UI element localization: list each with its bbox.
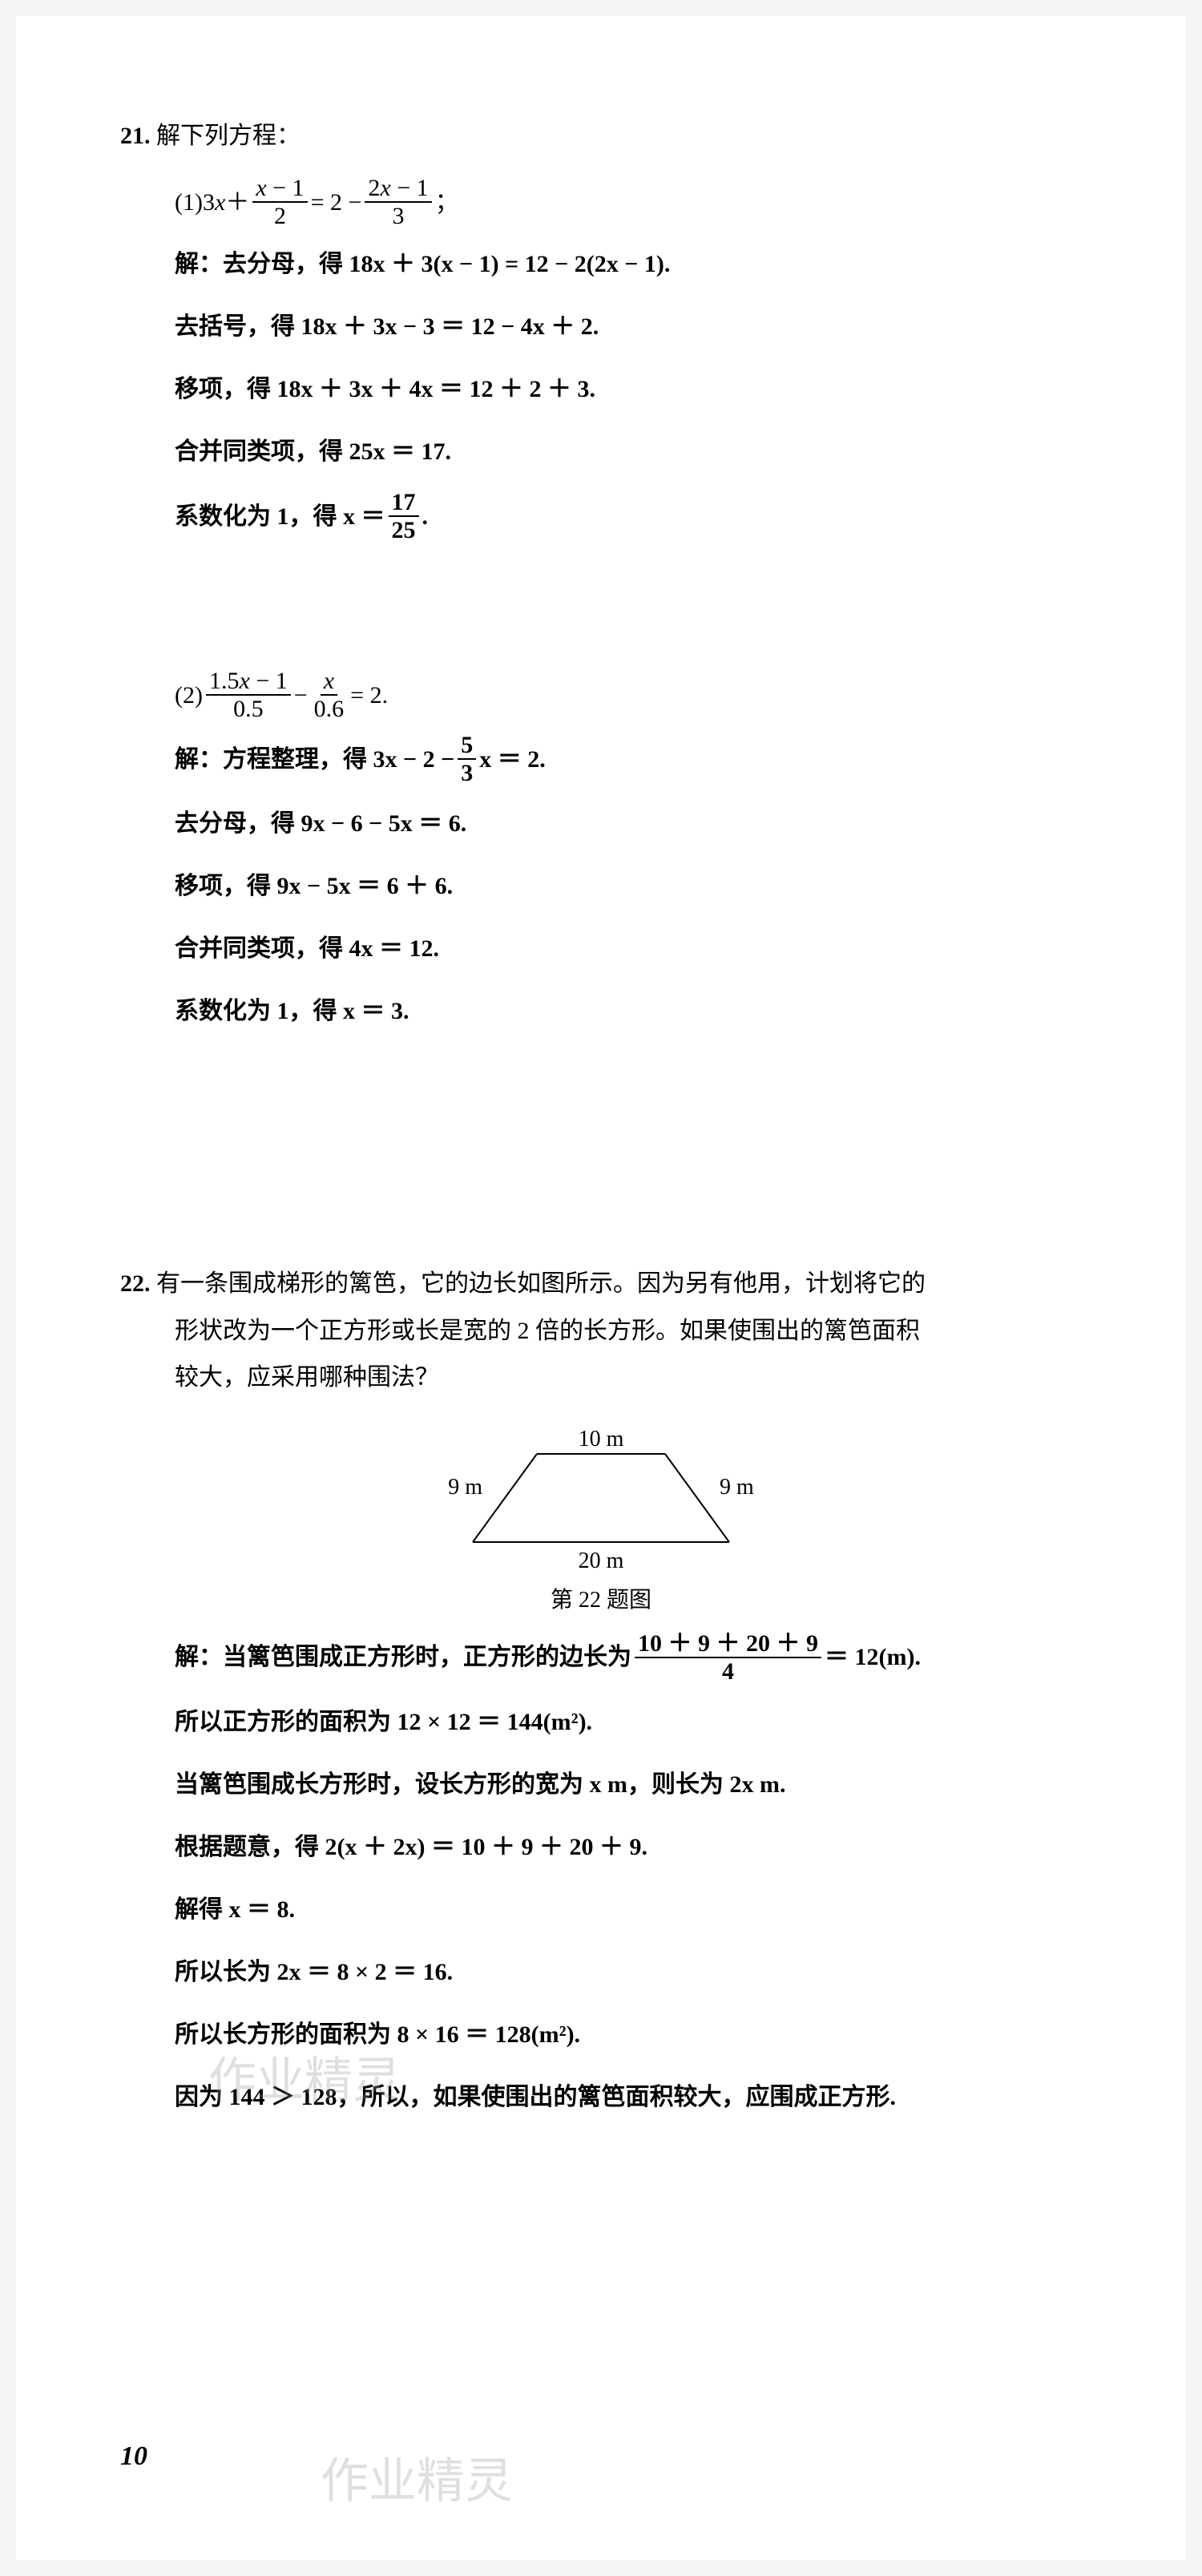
- sub1-frac2: 2x − 1 3: [365, 175, 431, 229]
- p22-sol1-suffix: ＝ 12(m).: [825, 1632, 921, 1682]
- p22-line1: 有一条围成梯形的篱笆，它的边长如图所示。因为另有他用，计划将它的: [156, 1270, 926, 1297]
- problem-22: 22. 有一条围成梯形的篱笆，它的边长如图所示。因为另有他用，计划将它的 形状改…: [120, 1261, 1082, 2122]
- sub2-frac1-den: 0.5: [230, 696, 267, 722]
- sub1-step-1: 去括号，得 18x ＋ 3x − 3 ＝ 12 − 4x ＋ 2.: [175, 301, 1082, 352]
- sub1-coef: 3: [203, 180, 215, 225]
- sub1-frac1-num: x − 1: [252, 175, 307, 203]
- trap-right-label: 9 m: [720, 1475, 754, 1500]
- trap-left-label: 9 m: [448, 1475, 482, 1500]
- sub1-final-suffix: .: [422, 491, 429, 542]
- problem-21-sub1-equation: (1) 3 x ＋ x − 1 2 = 2 − 2x − 1 3 ；: [175, 175, 1082, 229]
- sub1-frac2-num: 2x − 1: [365, 175, 431, 203]
- sub1-mid: = 2 −: [311, 180, 362, 225]
- p22-sol-3: 当篱笆围成长方形时，设长方形的宽为 x m，则长为 2x m.: [175, 1759, 1082, 1810]
- p22-line3: 较大，应采用哪种围法？: [120, 1355, 1082, 1402]
- sub2-frac2-den: 0.6: [311, 696, 348, 722]
- problem-21: 21. 解下列方程： (1) 3 x ＋ x − 1 2 = 2 − 2x − …: [120, 112, 1082, 1036]
- sub2-frac2: x 0.6: [311, 668, 348, 722]
- sub1-final: 系数化为 1，得 x ＝ 17 25 .: [175, 489, 1082, 543]
- sub2-step1: 解：方程整理，得 3x − 2 − 5 3 x ＝ 2.: [175, 732, 1082, 786]
- p22-sol-5: 解得 x ＝ 8.: [175, 1884, 1082, 1935]
- sub1-frac2-den: 3: [389, 203, 408, 229]
- problem-21-sub2-equation: (2) 1.5x − 1 0.5 − x 0.6 = 2.: [175, 668, 1082, 722]
- problem-21-header: 21. 解下列方程：: [120, 112, 1082, 160]
- problem-22-text: 22. 有一条围成梯形的篱笆，它的边长如图所示。因为另有他用，计划将它的: [120, 1261, 1082, 1308]
- trap-bottom-label: 20 m: [579, 1548, 624, 1573]
- sub1-final-den: 25: [389, 517, 419, 543]
- p22-sol1-prefix: 解：当篱笆围成正方形时，正方形的边长为: [175, 1632, 631, 1682]
- p22-sol1-num: 10 ＋ 9 ＋ 20 ＋ 9: [635, 1630, 821, 1658]
- sub1-step-3: 合并同类项，得 25x ＝ 17.: [175, 426, 1082, 477]
- sub2-step1-den: 3: [458, 760, 476, 786]
- sub2-step2: 去分母，得 9x − 6 − 5x ＝ 6.: [175, 798, 1082, 849]
- sub1-label: (1): [175, 180, 203, 225]
- sub2-step4: 合并同类项，得 4x ＝ 12.: [175, 923, 1082, 974]
- sub2-end: = 2.: [350, 672, 388, 718]
- p22-sol-2: 所以正方形的面积为 12 × 12 ＝ 144(m²).: [175, 1697, 1082, 1747]
- sub1-frac1: x − 1 2: [252, 175, 307, 229]
- sub2-frac2-num: x: [321, 668, 337, 696]
- page-number: 10: [120, 2441, 147, 2472]
- p22-sol-8: 因为 144 ＞ 128，所以，如果使围出的篱笆面积较大，应围成正方形.: [175, 2072, 1082, 2122]
- trapezoid-svg: 10 m 9 m 9 m 20 m: [425, 1422, 777, 1574]
- plus-sign: ＋: [225, 180, 249, 225]
- sub1-final-prefix: 系数化为 1，得 x ＝: [175, 491, 385, 542]
- sub2-frac1: 1.5x − 1 0.5: [206, 668, 291, 722]
- sub1-final-num: 17: [389, 489, 419, 517]
- sub2-step1-prefix: 解：方程整理，得 3x − 2 −: [175, 734, 454, 785]
- sub2-step1-num: 5: [458, 732, 476, 760]
- sub2-step3: 移项，得 9x − 5x ＝ 6 ＋ 6.: [175, 861, 1082, 911]
- p22-sol-4: 根据题意，得 2(x ＋ 2x) ＝ 10 ＋ 9 ＋ 20 ＋ 9.: [175, 1822, 1082, 1872]
- problem-21-title: 解下列方程：: [156, 123, 300, 149]
- sub2-frac1-num: 1.5x − 1: [206, 668, 291, 696]
- p22-line2: 形状改为一个正方形或长是宽的 2 倍的长方形。如果使围出的篱笆面积: [120, 1308, 1082, 1355]
- sub2-mid: −: [294, 672, 308, 718]
- trap-top-label: 10 m: [579, 1427, 624, 1452]
- figure-caption: 第 22 题图: [551, 1582, 651, 1614]
- p22-sol1-frac: 10 ＋ 9 ＋ 20 ＋ 9 4: [635, 1630, 821, 1685]
- sub1-final-frac: 17 25: [389, 489, 419, 543]
- problem-22-number: 22.: [120, 1270, 151, 1297]
- var-x: x: [215, 180, 225, 225]
- trap-left-edge: [473, 1454, 537, 1542]
- sub1-end: ；: [435, 180, 459, 225]
- sub1-frac1-den: 2: [271, 203, 289, 229]
- sub2-label: (2): [175, 672, 203, 718]
- p22-sol-line1: 解：当篱笆围成正方形时，正方形的边长为 10 ＋ 9 ＋ 20 ＋ 9 4 ＝ …: [175, 1630, 1082, 1685]
- sub1-step-0: 解：去分母，得 18x ＋ 3(x − 1) = 12 − 2(2x − 1).: [175, 239, 1082, 289]
- sub2-step1-suffix: x ＝ 2.: [479, 734, 546, 785]
- spacer: [120, 555, 1082, 668]
- watermark-2: 作业精灵: [321, 2442, 513, 2512]
- sub2-step1-frac: 5 3: [458, 732, 476, 786]
- page-container: 21. 解下列方程： (1) 3 x ＋ x − 1 2 = 2 − 2x − …: [16, 16, 1186, 2560]
- sub1-step-2: 移项，得 18x ＋ 3x ＋ 4x ＝ 12 ＋ 2 ＋ 3.: [175, 364, 1082, 414]
- sub2-step5: 系数化为 1，得 x ＝ 3.: [175, 986, 1082, 1036]
- p22-sol1-den: 4: [719, 1658, 737, 1685]
- trapezoid-figure: 10 m 9 m 9 m 20 m 第 22 题图: [120, 1422, 1082, 1614]
- p22-sol-6: 所以长为 2x ＝ 8 × 2 ＝ 16.: [175, 1947, 1082, 1997]
- p22-sol-7: 所以长方形的面积为 8 × 16 ＝ 128(m²).: [175, 2009, 1082, 2060]
- problem-21-number: 21.: [120, 123, 151, 149]
